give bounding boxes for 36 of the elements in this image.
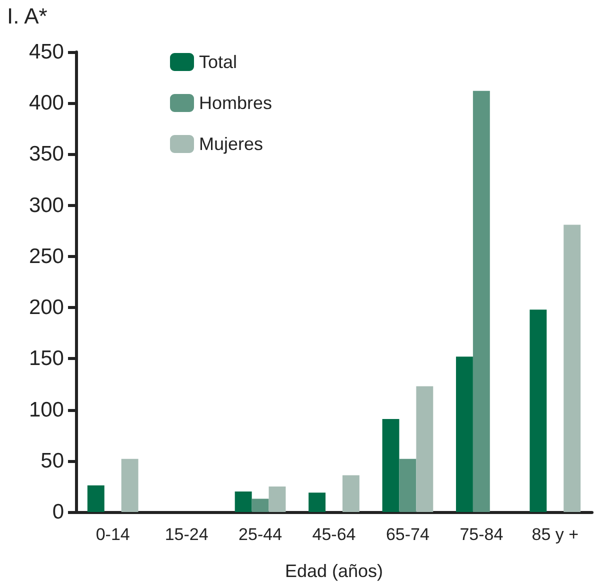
x-tick-label: 45-64	[312, 525, 356, 544]
x-tick-label: 0-14	[96, 525, 130, 544]
x-tick-label: 65-74	[386, 525, 430, 544]
y-tick-label: 50	[40, 449, 64, 472]
y-tick-label: 250	[28, 244, 64, 268]
y-tick-label: 350	[28, 142, 64, 166]
bar	[342, 475, 360, 512]
bar	[456, 356, 473, 512]
bar	[268, 486, 286, 512]
y-tick-label: 400	[28, 92, 64, 115]
y-tick-label: 0	[52, 500, 64, 524]
legend-label: Hombres	[199, 93, 272, 113]
y-tick-label: 200	[28, 296, 64, 320]
bar	[252, 498, 269, 512]
bar	[121, 458, 138, 512]
y-tick-label: 300	[28, 194, 64, 217]
x-tick-label: 15-24	[164, 525, 208, 544]
bar	[382, 418, 400, 512]
bar	[530, 310, 547, 512]
bar	[308, 492, 326, 512]
bar	[87, 485, 104, 512]
bar	[416, 386, 434, 512]
bar	[399, 458, 416, 512]
bar	[234, 492, 252, 512]
y-tick-label: 100	[28, 398, 64, 422]
chart-title: I. A*	[7, 4, 48, 28]
y-tick-label: 450	[28, 40, 64, 64]
legend-label: Mujeres	[199, 134, 264, 154]
y-tick-label: 150	[28, 347, 64, 370]
bar	[472, 90, 490, 512]
bar	[564, 224, 581, 512]
x-tick-label: 85 y +	[532, 525, 579, 544]
x-tick-label: 75-84	[460, 525, 504, 544]
legend-label: Total	[199, 52, 238, 72]
x-axis-title: Edad (años)	[284, 561, 384, 581]
x-tick-label: 25-44	[238, 525, 282, 544]
